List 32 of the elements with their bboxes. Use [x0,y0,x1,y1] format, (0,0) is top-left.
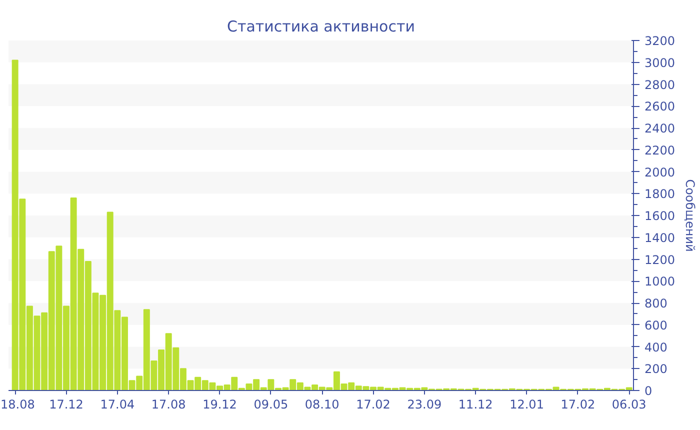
x-tick-label: 17.12 [49,398,84,412]
y-tick-label: 3200 [644,34,676,48]
x-tick-label: 17.02 [356,398,390,412]
y-tick-label: 2200 [644,143,676,158]
x-tick-label: 19.12 [202,398,237,412]
x-tick-label: 17.04 [100,398,135,412]
y-tick-label: 200 [644,362,668,376]
y-tick-label: 1200 [644,252,676,267]
x-tick-label: 17.08 [151,398,186,412]
y-tick-label: 1800 [644,187,676,202]
x-tick-label: 23.09 [407,398,442,412]
y-tick-label: 3000 [644,56,676,70]
x-tick-label: 09.05 [254,398,288,412]
y-tick-label: 1000 [644,274,676,289]
y-tick-label: 0 [644,384,652,398]
y-tick-label: 1400 [644,230,676,245]
x-tick-label: 12.01 [510,398,544,412]
x-tick-label: 18.08 [0,398,35,412]
chart-title: Статистика активности [227,18,415,36]
y-tick-label: 2400 [644,122,676,136]
x-tick-label: 06.03 [612,398,646,412]
y-tick-label: 800 [644,296,668,310]
x-tick-label: 11.12 [458,398,493,412]
y-tick-label: 2600 [644,100,676,114]
x-tick-label: 17.02 [560,398,596,412]
y-tick-label: 1600 [644,209,676,223]
y-axis-title: Сообщений [683,179,698,252]
y-tick-label: 2000 [644,165,676,180]
y-tick-label: 400 [644,340,668,354]
y-tick-label: 2800 [644,78,676,92]
x-tick-label: 08.10 [304,398,340,412]
y-tick-label: 600 [644,318,668,332]
